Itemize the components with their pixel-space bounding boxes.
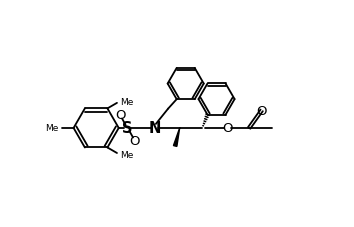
Text: Me: Me [120,97,134,106]
Text: S: S [122,121,133,136]
Polygon shape [173,128,180,147]
Text: N: N [148,121,161,136]
Text: Me: Me [45,124,58,133]
Text: O: O [222,122,233,135]
Text: O: O [129,135,140,148]
Text: Me: Me [120,150,134,159]
Text: O: O [256,104,267,117]
Text: O: O [115,109,126,122]
